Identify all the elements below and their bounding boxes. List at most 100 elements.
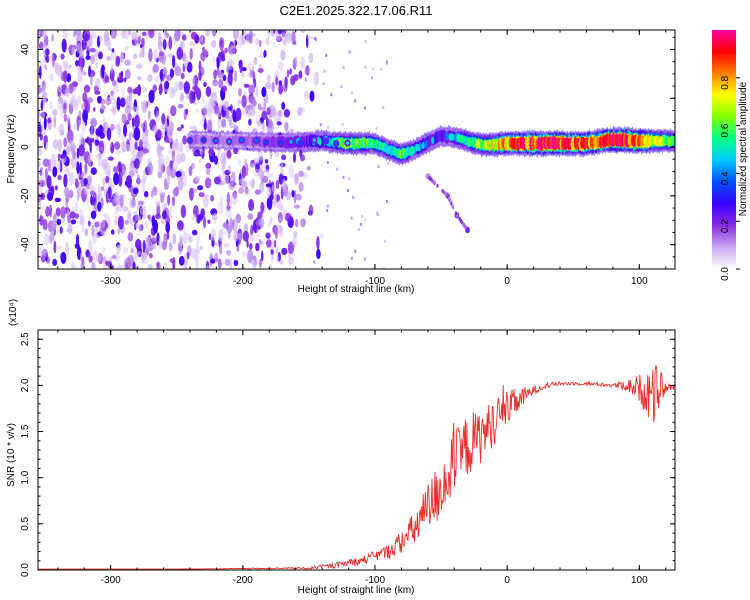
noise-speckle: [90, 210, 97, 220]
colorbar-tick-label: 0.0: [720, 267, 731, 281]
carrier-blob-core: [240, 138, 244, 142]
noise-speckle: [136, 105, 140, 115]
noise-speckle: [211, 56, 216, 64]
noise-speckle: [258, 217, 265, 229]
y-tick-label: 0: [20, 144, 31, 150]
noise-speckle: [232, 109, 237, 123]
noise-speckle: [172, 233, 177, 245]
noise-speckle: [359, 223, 362, 226]
noise-speckle: [101, 64, 105, 73]
noise-speckle: [243, 222, 249, 233]
noise-speckle: [101, 105, 106, 111]
noise-speckle: [150, 244, 157, 250]
noise-speckle: [235, 107, 242, 121]
noise-speckle: [278, 80, 283, 86]
noise-speckle: [213, 82, 219, 87]
noise-speckle: [59, 226, 63, 234]
noise-speckle: [141, 37, 145, 47]
noise-speckle: [168, 53, 173, 59]
noise-speckle: [260, 201, 265, 214]
noise-speckle: [286, 69, 290, 78]
noise-speckle: [70, 219, 77, 225]
noise-speckle: [122, 193, 126, 200]
noise-speckle: [205, 86, 212, 97]
noise-speckle: [64, 186, 69, 198]
noise-speckle: [97, 95, 102, 104]
noise-speckle: [110, 142, 115, 154]
noise-speckle: [174, 65, 182, 77]
noise-speckle: [304, 65, 310, 76]
noise-speckle: [156, 129, 162, 139]
noise-speckle: [66, 116, 71, 126]
noise-speckle: [156, 165, 164, 174]
noise-speckle: [280, 49, 286, 61]
noise-speckle: [144, 128, 149, 137]
noise-speckle: [112, 166, 119, 173]
x-tick-label: 100: [631, 575, 648, 586]
noise-speckle: [377, 165, 380, 169]
noise-speckle: [111, 255, 117, 260]
noise-speckle: [51, 123, 56, 127]
noise-speckle: [258, 239, 262, 245]
noise-speckle: [77, 70, 83, 83]
noise-speckle: [75, 177, 79, 189]
noise-speckle: [78, 57, 84, 68]
noise-speckle: [182, 135, 187, 145]
noise-speckle: [59, 153, 66, 159]
noise-speckle: [248, 61, 252, 72]
noise-speckle: [228, 116, 232, 124]
noise-speckle: [88, 239, 93, 253]
noise-speckle: [83, 33, 91, 41]
noise-speckle: [86, 97, 94, 104]
noise-speckle: [198, 158, 204, 164]
spectrogram-frame: [37, 29, 676, 270]
noise-speckle: [121, 86, 125, 97]
noise-speckle: [370, 76, 373, 80]
noise-speckle: [104, 156, 109, 162]
carrier-blob-core: [324, 139, 328, 143]
noise-speckle: [371, 67, 374, 71]
noise-speckle: [201, 107, 208, 116]
noise-speckle: [97, 201, 102, 212]
noise-speckle: [76, 189, 80, 202]
noise-speckle: [102, 176, 106, 188]
noise-speckle: [55, 207, 61, 217]
noise-speckle: [73, 30, 77, 37]
noise-speckle: [53, 116, 57, 129]
noise-speckle: [161, 240, 167, 251]
noise-speckle: [213, 155, 219, 165]
branch-speckle: [448, 197, 451, 202]
noise-speckle: [60, 206, 66, 219]
noise-speckle: [142, 31, 147, 36]
noise-speckle: [76, 42, 83, 54]
noise-speckle: [233, 230, 239, 242]
noise-speckle: [340, 85, 343, 89]
noise-speckle: [259, 181, 265, 193]
noise-speckle: [78, 110, 82, 118]
noise-speckle: [341, 122, 344, 126]
noise-speckle: [129, 213, 133, 227]
noise-speckle: [178, 234, 183, 247]
noise-speckle: [224, 47, 228, 54]
noise-speckle: [124, 69, 131, 80]
noise-speckle: [177, 103, 184, 109]
noise-speckle: [42, 158, 50, 167]
noise-speckle: [225, 209, 232, 219]
noise-speckle: [375, 127, 378, 131]
spectrogram-x-axis-label: Height of straight line (km): [298, 284, 415, 295]
noise-speckle: [189, 90, 195, 104]
noise-speckle: [233, 259, 239, 267]
noise-speckle: [291, 190, 295, 198]
noise-speckle: [254, 158, 260, 165]
noise-speckle: [258, 51, 265, 59]
colorbar-tick-label: 0.4: [720, 171, 731, 185]
noise-speckle: [97, 156, 103, 168]
noise-speckle: [155, 200, 160, 208]
noise-speckle: [204, 118, 207, 131]
noise-speckle: [234, 30, 240, 34]
noise-speckle: [135, 223, 140, 229]
colorbar: 0.0 0.2 0.4 0.6 0.8 Normalized spectral ampl…: [712, 30, 749, 281]
carrier-blob-core: [334, 141, 338, 146]
noise-speckle: [148, 30, 155, 39]
